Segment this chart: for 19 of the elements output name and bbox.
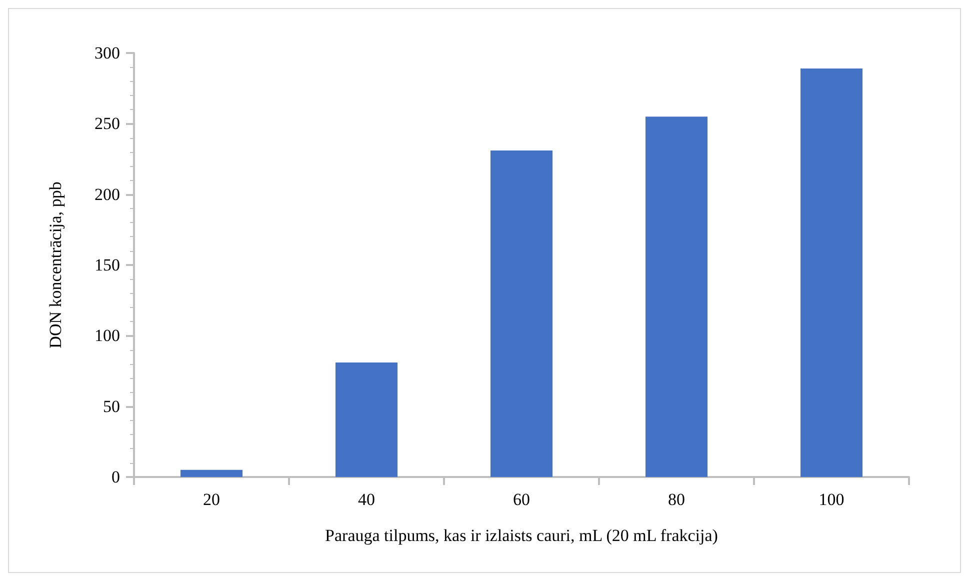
y-tick-label: 150 xyxy=(94,256,120,274)
y-tick-label: 250 xyxy=(94,114,120,134)
x-tick-label: 40 xyxy=(358,490,375,509)
y-tick-label: 0 xyxy=(112,468,120,486)
x-tick-label: 60 xyxy=(513,490,530,509)
y-tick-label: 50 xyxy=(103,396,120,416)
x-tick-label: 20 xyxy=(203,490,220,509)
bar xyxy=(336,362,398,477)
x-tick-label: 80 xyxy=(668,490,685,509)
y-axis-title: DON koncentrācija, ppb xyxy=(46,182,65,348)
y-tick-label: 200 xyxy=(94,184,120,204)
bar xyxy=(646,116,708,477)
x-tick-label: 100 xyxy=(818,490,844,509)
bar xyxy=(490,150,552,477)
bar xyxy=(800,68,862,477)
y-tick-label: 300 xyxy=(94,44,120,62)
bar xyxy=(180,470,242,477)
y-tick-label: 100 xyxy=(94,326,120,346)
x-axis-title: Parauga tilpums, kas ir izlaists cauri, mL (20 mL frakcija) xyxy=(325,526,718,545)
